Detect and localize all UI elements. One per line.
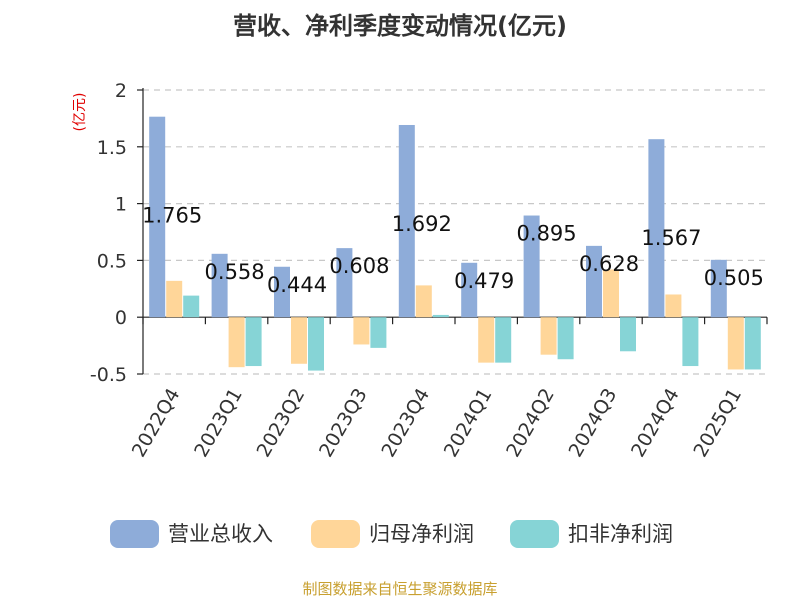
x-tick-label: 2023Q4 <box>377 385 434 461</box>
bar-net-profit <box>727 317 744 370</box>
legend-label: 营业总收入 <box>168 522 273 546</box>
bar-deducted-net-profit <box>495 317 512 363</box>
chart-title: 营收、净利季度变动情况(亿元) <box>233 12 567 40</box>
x-tick-label: 2023Q3 <box>315 385 372 461</box>
bar-deducted-net-profit <box>183 295 200 318</box>
legend-label: 扣非净利润 <box>568 522 673 546</box>
bar-revenue <box>523 215 540 318</box>
legend: 营业总收入 归母净利润 扣非净利润 <box>110 520 673 548</box>
x-tick-label: 2024Q4 <box>627 385 684 461</box>
bar-deducted-net-profit <box>744 317 761 370</box>
data-label: 0.444 <box>267 273 327 297</box>
legend-label: 归母净利润 <box>369 522 474 546</box>
bar-revenue <box>398 124 415 318</box>
legend-swatch-0 <box>110 520 159 548</box>
x-tick-label: 2023Q2 <box>253 385 310 461</box>
data-label: 0.895 <box>517 222 577 246</box>
bar-revenue <box>586 245 602 318</box>
y-tick-label: 2 <box>115 80 127 102</box>
bars <box>149 116 761 371</box>
y-tick-label: 0.5 <box>97 250 127 272</box>
bar-net-profit <box>540 317 557 355</box>
legend-swatch-1 <box>311 520 360 548</box>
bar-deducted-net-profit <box>557 317 574 360</box>
data-label: 0.628 <box>579 252 639 276</box>
data-label: 0.505 <box>704 266 764 290</box>
y-tick-label: 1.5 <box>97 137 127 159</box>
bar-net-profit <box>665 294 682 318</box>
y-tick-label: -0.5 <box>90 364 127 386</box>
x-tick-label: 2024Q3 <box>565 385 622 461</box>
bar-revenue <box>461 262 478 318</box>
bar-revenue <box>336 248 353 318</box>
bar-revenue <box>274 266 290 318</box>
x-tick-label: 2023Q1 <box>190 385 247 461</box>
y-unit-label: (亿元) <box>72 93 88 132</box>
bar-deducted-net-profit <box>432 314 449 318</box>
bar-deducted-net-profit <box>308 317 324 371</box>
bar-net-profit <box>603 269 619 318</box>
data-label: 0.608 <box>329 254 389 278</box>
bar-deducted-net-profit <box>245 317 262 367</box>
bar-net-profit <box>228 317 245 368</box>
y-tick-label: 0 <box>115 307 127 329</box>
bar-net-profit <box>291 317 307 364</box>
data-label: 1.765 <box>142 204 202 228</box>
bar-net-profit <box>166 280 183 318</box>
x-tick-label: 2024Q1 <box>440 385 497 461</box>
bar-deducted-net-profit <box>682 317 699 367</box>
bar-net-profit <box>353 317 370 345</box>
bar-revenue <box>648 139 665 318</box>
y-tick-label: 1 <box>115 194 127 216</box>
bar-deducted-net-profit <box>370 317 387 348</box>
data-label: 0.479 <box>454 269 514 293</box>
legend-swatch-2 <box>510 520 559 548</box>
bar-net-profit <box>478 317 495 363</box>
bar-revenue <box>211 253 228 318</box>
bar-net-profit <box>415 285 432 318</box>
x-tick-label: 2022Q4 <box>128 385 185 461</box>
x-tick-label: 2024Q2 <box>502 385 559 461</box>
data-label: 1.692 <box>392 212 452 236</box>
bar-deducted-net-profit <box>620 317 636 352</box>
bar-revenue <box>710 259 727 318</box>
source-note: 制图数据来自恒生聚源数据库 <box>302 580 497 598</box>
data-label: 1.567 <box>641 226 701 250</box>
data-label: 0.558 <box>205 260 265 284</box>
bar-revenue <box>149 116 166 318</box>
x-tick-label: 2025Q1 <box>689 385 746 461</box>
